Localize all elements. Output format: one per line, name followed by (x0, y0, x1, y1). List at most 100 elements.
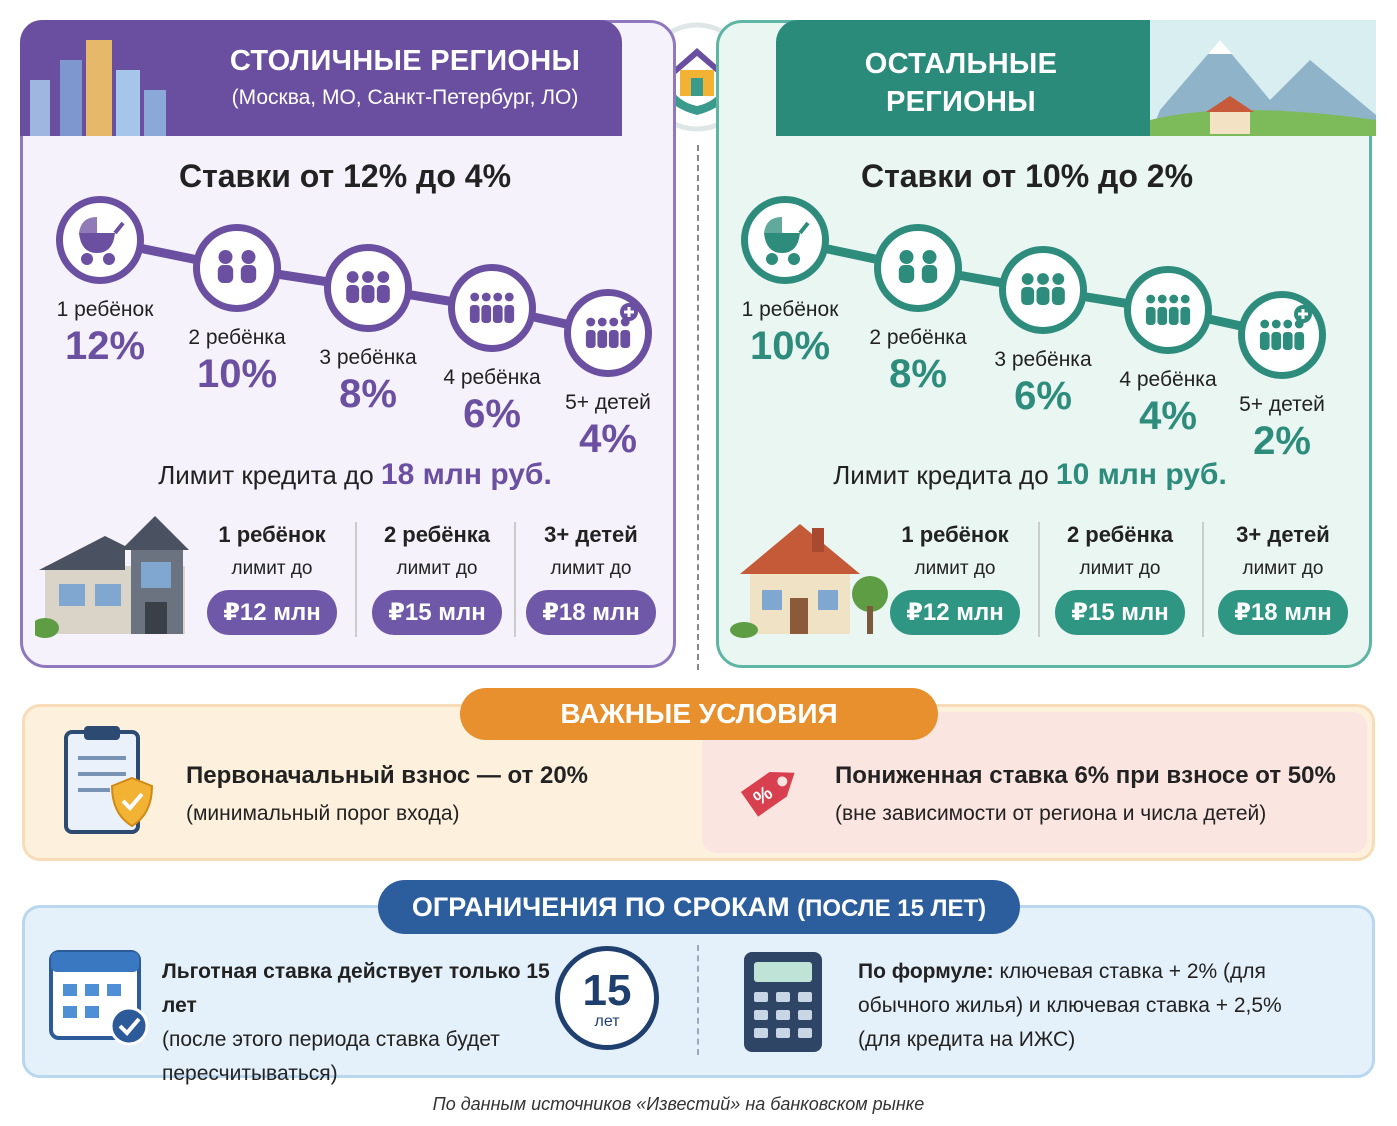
column-separator (1037, 522, 1040, 637)
term-2: По формуле: ключевая ставка + 2% (для об… (858, 955, 1298, 1057)
step-rate: 4% (579, 417, 637, 461)
limit-sub: лимит до (1079, 558, 1161, 579)
limit: Лимит кредита до 18 млн руб. (55, 458, 655, 492)
icon (1145, 294, 1191, 325)
step-rate: 6% (1014, 374, 1072, 418)
step-label: 3 ребёнка (994, 348, 1092, 371)
step-icon (1124, 266, 1212, 354)
steps-connector (784, 235, 1283, 340)
step-icon (741, 196, 829, 284)
limit-prefix: Лимит кредита до (158, 460, 374, 490)
limit-amount: ₽15 млн (372, 590, 502, 635)
term-text: ключевая ставка + 2% (для обычного жилья… (858, 960, 1282, 1051)
limit-column: 2 ребёнка лимит до ₽15 млн (1045, 522, 1195, 635)
clock-number: 15 (582, 966, 632, 1015)
limit-amount: ₽12 млн (207, 590, 337, 635)
limit-sub: лимит до (396, 558, 478, 579)
icon (1021, 273, 1065, 305)
step-rate: 8% (339, 372, 397, 416)
limit: Лимит кредита до 10 млн руб. (730, 458, 1330, 492)
icon (469, 292, 515, 323)
step-label: 2 ребёнка (869, 326, 967, 349)
step-icon (874, 224, 962, 312)
icon (898, 250, 938, 283)
step-rate: 10% (196, 352, 278, 396)
limit-amount: ₽18 млн (1218, 590, 1348, 635)
limit-sub: лимит до (914, 558, 996, 579)
step-rate: 6% (463, 392, 521, 436)
calendar-icon (49, 950, 149, 1046)
step-rate: 12% (64, 324, 146, 368)
limit-label: 1 ребёнок (218, 522, 326, 547)
clock: 15 лет (555, 946, 659, 1050)
limit-amount: ₽18 млн (526, 590, 656, 635)
rates-title: Ставки от 10% до 2% (860, 158, 1194, 194)
step-icon (448, 264, 536, 352)
term-1: Льготная ставка действует только 15 лет … (162, 955, 552, 1091)
step-icon (564, 289, 652, 377)
icon (217, 250, 257, 283)
icon (346, 271, 390, 303)
step-icon (56, 196, 144, 284)
terms-title: ОГРАНИЧЕНИЯ ПО СРОКАМ (ПОСЛЕ 15 ЛЕТ) (378, 880, 1020, 934)
step-icon (324, 244, 412, 332)
condition-1: Первоначальный взнос — от 20% (минимальн… (186, 762, 588, 826)
clipboard-icon (64, 726, 154, 834)
limit-value: 10 млн руб. (1055, 458, 1227, 491)
limit-label: 2 ребёнка (1066, 522, 1174, 547)
step-rate: 8% (889, 352, 947, 396)
terms-title-main: ОГРАНИЧЕНИЯ ПО СРОКАМ (411, 892, 790, 922)
column-separator (1201, 522, 1204, 637)
condition-title: Пониженная ставка 6% при взносе от 50% (835, 762, 1336, 789)
source: По данным источников «Известий» на банко… (432, 1094, 925, 1114)
limit-label: 2 ребёнка (383, 522, 491, 547)
icon (1259, 305, 1312, 350)
region-subtitle: (Москва, МО, Санкт-Петербург, ЛО) (231, 86, 579, 109)
term-title: По формуле: (858, 960, 994, 983)
step-label: 4 ребёнка (1119, 368, 1217, 391)
region-title: СТОЛИЧНЫЕ РЕГИОНЫ (229, 45, 581, 77)
condition-note: (вне зависимости от региона и числа дете… (835, 802, 1267, 825)
icon (79, 217, 125, 265)
column-separator (514, 522, 516, 637)
limit-column: 1 ребёнок лимит до ₽12 млн (880, 522, 1030, 635)
icon (764, 217, 810, 265)
step-label: 1 ребёнок (741, 298, 839, 321)
step-label: 2 ребёнка (188, 326, 286, 349)
limit-value: 18 млн руб. (380, 458, 552, 491)
tag-icon: % (740, 771, 795, 817)
term-text: (после этого периода ставка будет пересч… (162, 1028, 500, 1085)
terms-divider (697, 945, 699, 1055)
conditions-title: ВАЖНЫЕ УСЛОВИЯ (460, 688, 938, 740)
step-label: 5+ детей (565, 391, 651, 414)
column-separator (354, 522, 357, 637)
limit-amount: ₽12 млн (890, 590, 1020, 635)
limit-label: 1 ребёнок (901, 522, 1009, 547)
region-header-text: ОСТАЛЬНЫЕ РЕГИОНЫ (776, 45, 1146, 121)
divider (697, 145, 699, 670)
condition-title: Первоначальный взнос — от 20% (186, 762, 589, 789)
limit-sub: лимит до (550, 558, 632, 579)
step-icon (1238, 291, 1326, 379)
header-illustration (30, 40, 166, 136)
limit-prefix: Лимит кредита до (833, 460, 1049, 490)
condition-2: Пониженная ставка 6% при взносе от 50% (… (835, 762, 1336, 826)
step-rate: 10% (749, 324, 831, 368)
header-illustration (1150, 20, 1376, 136)
step-icon (999, 246, 1087, 334)
step-icon (193, 224, 281, 312)
limit-sub: лимит до (1242, 558, 1324, 579)
limit-amount: ₽15 млн (1055, 590, 1185, 635)
limit-column: 2 ребёнка лимит до ₽15 млн (362, 522, 512, 635)
step-label: 5+ детей (1239, 393, 1325, 416)
calculator-icon (744, 952, 822, 1052)
house-illustration (730, 524, 888, 638)
limit-sub: лимит до (231, 558, 313, 579)
step-rate: 4% (1139, 394, 1197, 438)
limit-column: 3+ детей лимит до ₽18 млн (516, 522, 666, 635)
limit-column: 1 ребёнок лимит до ₽12 млн (197, 522, 347, 635)
step-label: 1 ребёнок (56, 298, 154, 321)
condition-note: (минимальный порог входа) (186, 802, 460, 825)
limit-column: 3+ детей лимит до ₽18 млн (1208, 522, 1358, 635)
